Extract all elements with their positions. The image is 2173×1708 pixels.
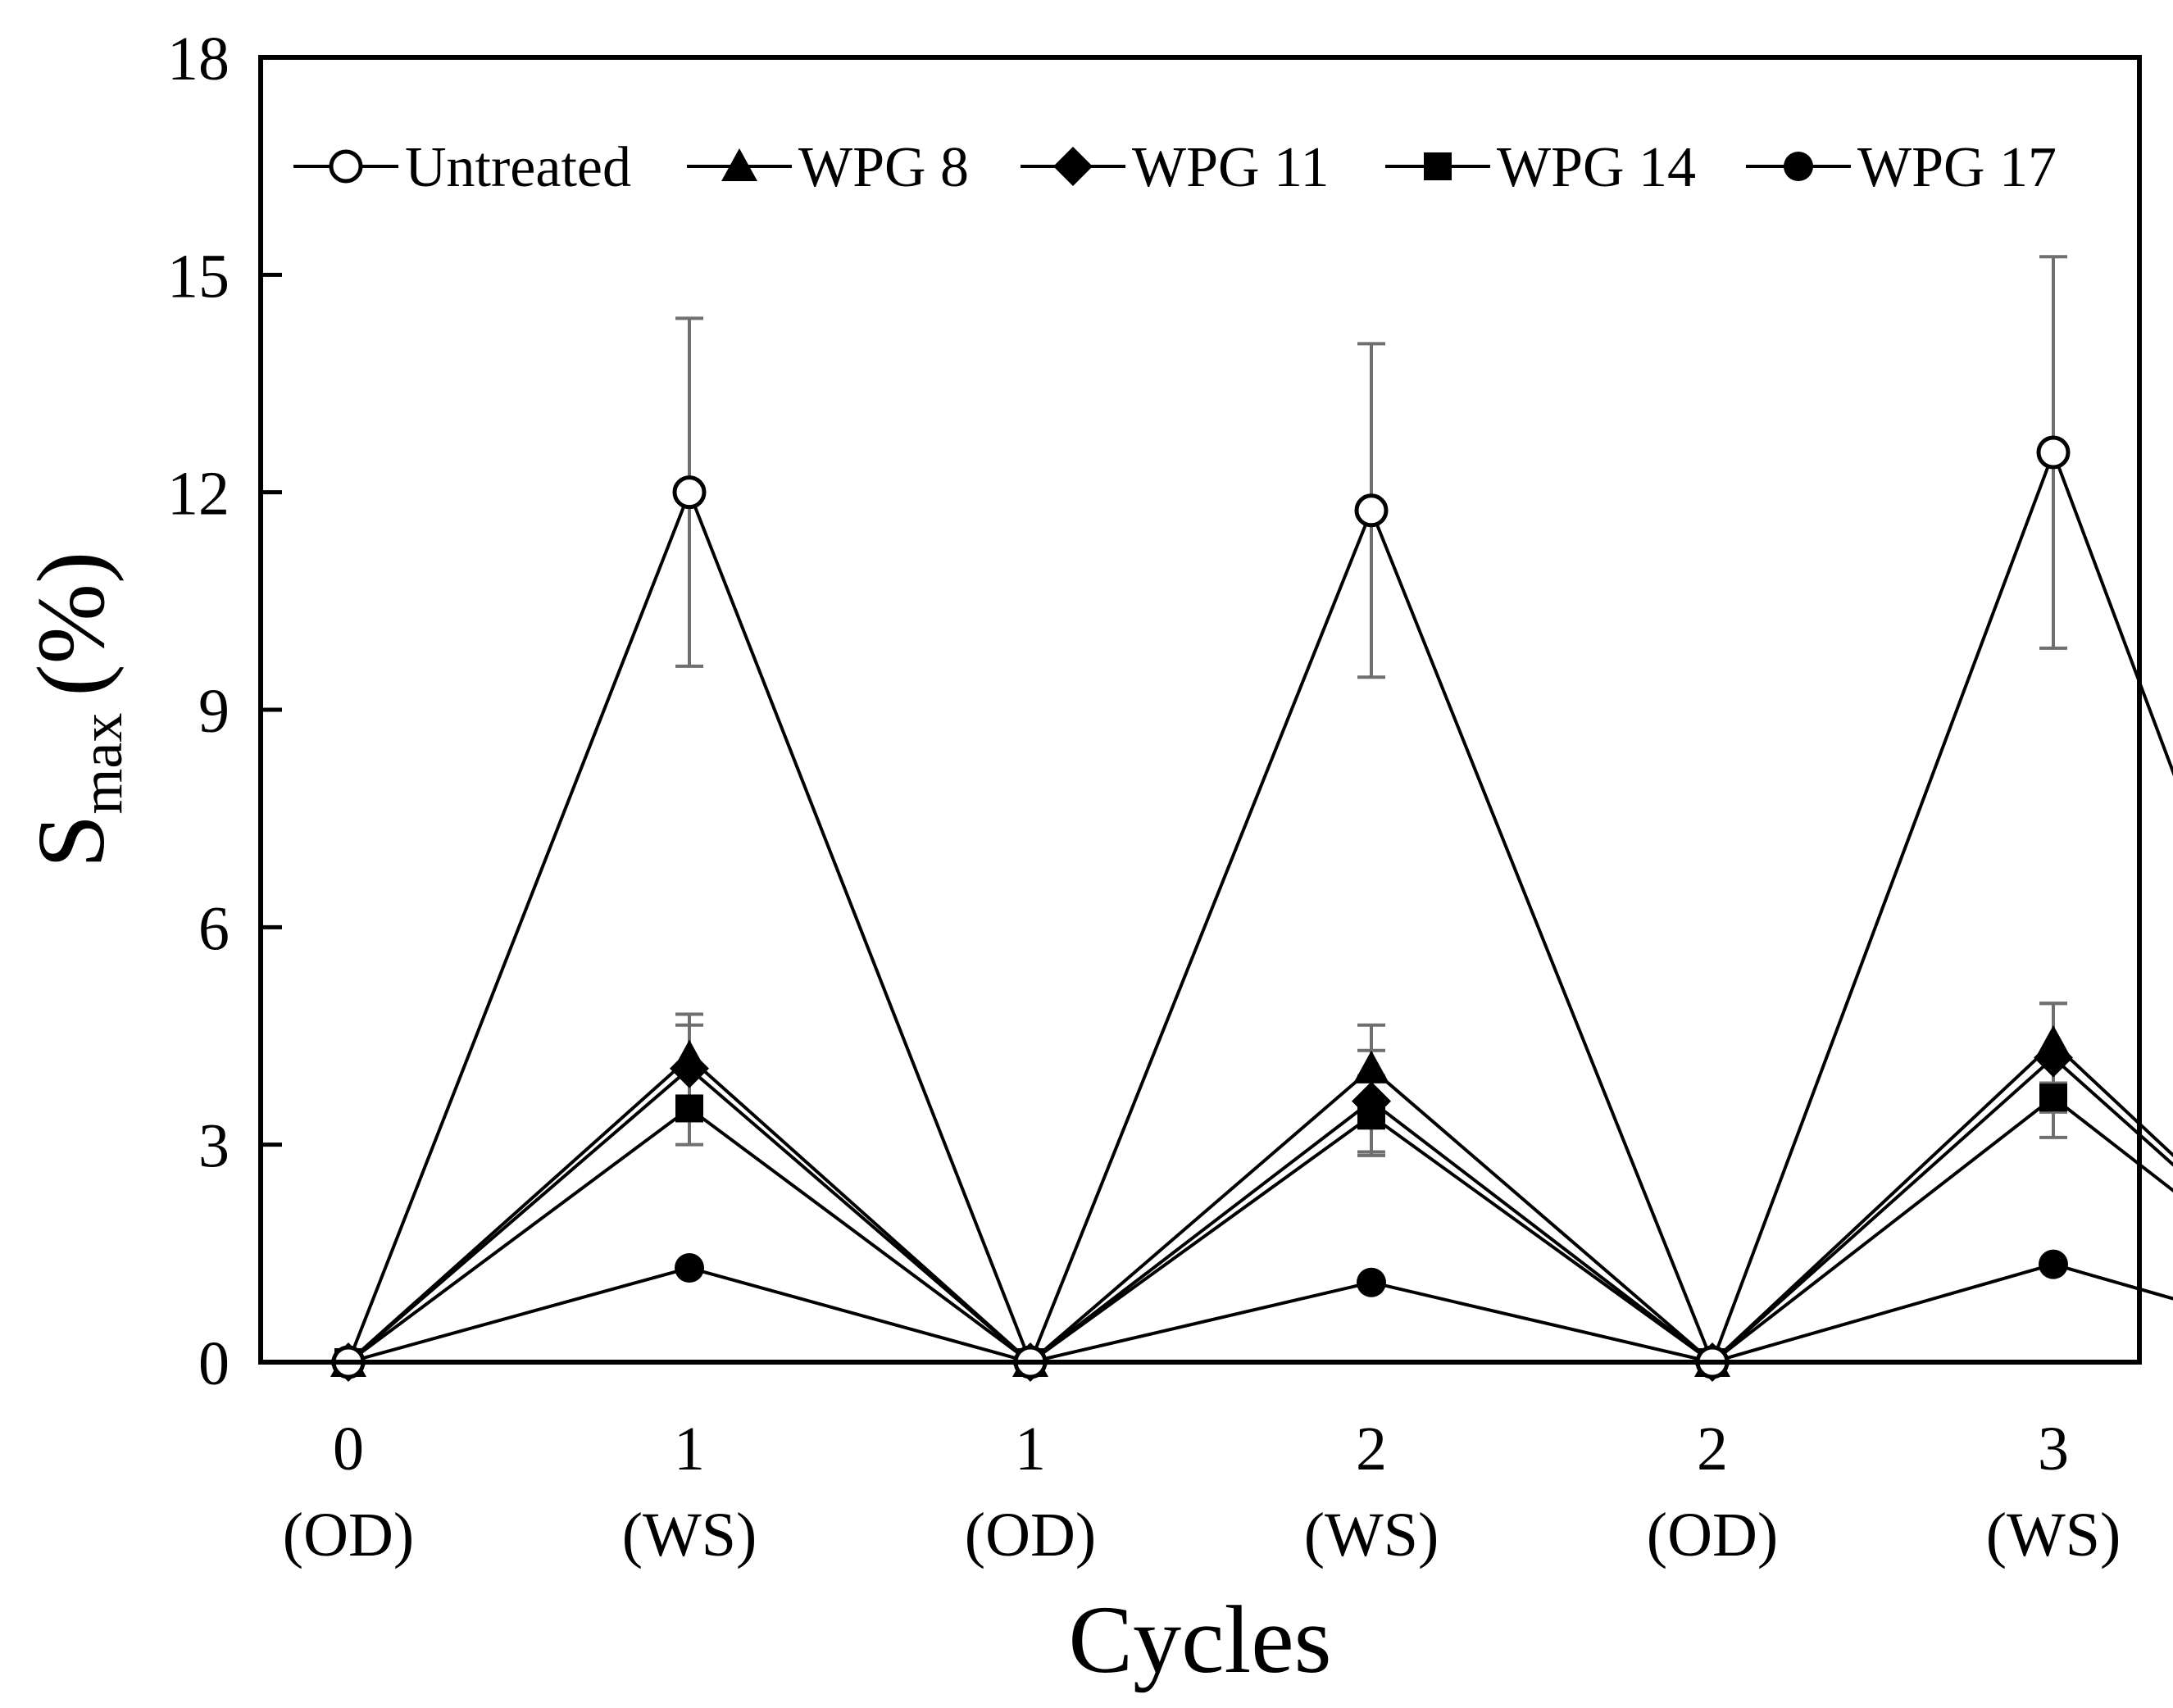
series-lines bbox=[347, 447, 2173, 1367]
legend-marker-3 bbox=[1424, 152, 1452, 180]
point-1-3 bbox=[1353, 1050, 1389, 1083]
y-tick-label-3: 3 bbox=[198, 1112, 230, 1181]
x-tick-number-3: 2 bbox=[1356, 1415, 1387, 1483]
y-tick-label-9: 9 bbox=[198, 677, 230, 746]
y-axis: 0 3 6 9 12 15 18 bbox=[167, 25, 282, 1398]
point-4-3 bbox=[1357, 1267, 1386, 1297]
y-axis-title-subscript: max bbox=[69, 713, 134, 815]
error-bars bbox=[675, 255, 2067, 1157]
x-axis: 0(OD)1(WS)1(OD)2(WS)2(OD)3(WS)3(OD)4(WS)… bbox=[283, 1415, 2121, 1569]
point-3-1 bbox=[675, 1094, 703, 1123]
legend-label-1: WPG 8 bbox=[798, 136, 969, 199]
series-line-2 bbox=[347, 1055, 2173, 1365]
x-tick-number-4: 2 bbox=[1697, 1415, 1728, 1483]
point-0-5 bbox=[2036, 435, 2071, 470]
legend-label-0: Untreated bbox=[405, 136, 631, 199]
legend-label-2: WPG 11 bbox=[1132, 136, 1329, 199]
legend-label-3: WPG 14 bbox=[1497, 136, 1696, 199]
x-tick-state-5: (WS) bbox=[1986, 1501, 2121, 1569]
legend-marker-1 bbox=[721, 148, 757, 182]
point-4-5 bbox=[2039, 1249, 2068, 1279]
x-tick-number-5: 3 bbox=[2038, 1415, 2069, 1483]
y-axis-title-suffix: (%) bbox=[17, 552, 125, 697]
x-tick-state-4: (OD) bbox=[1647, 1501, 1778, 1569]
point-1-1 bbox=[671, 1039, 707, 1073]
point-3-5 bbox=[2039, 1083, 2067, 1112]
x-tick-number-1: 1 bbox=[674, 1415, 705, 1483]
x-axis-title: Cycles bbox=[1068, 1586, 1331, 1693]
point-0-1 bbox=[672, 475, 707, 510]
series-line-4 bbox=[348, 1262, 2173, 1365]
series-line-3 bbox=[347, 1095, 2173, 1365]
legend-marker-2 bbox=[1053, 147, 1093, 186]
point-4-1 bbox=[675, 1253, 704, 1283]
y-tick-label-6: 6 bbox=[198, 894, 230, 963]
x-tick-state-3: (WS) bbox=[1304, 1501, 1439, 1569]
series-line-1 bbox=[347, 1041, 2173, 1365]
series-line-0 bbox=[347, 447, 2173, 1367]
plot-frame bbox=[258, 55, 2142, 1365]
x-tick-state-0: (OD) bbox=[283, 1501, 414, 1569]
y-tick-label-18: 18 bbox=[167, 25, 230, 93]
legend-marker-4 bbox=[1784, 152, 1813, 181]
point-2-3 bbox=[1352, 1081, 1391, 1121]
y-tick-label-0: 0 bbox=[198, 1329, 230, 1398]
x-tick-state-2: (OD) bbox=[965, 1501, 1096, 1569]
legend-label-4: WPG 17 bbox=[1857, 136, 2057, 199]
x-tick-state-1: (WS) bbox=[622, 1501, 757, 1569]
y-axis-title-main: S bbox=[17, 815, 125, 869]
legend: Untreated WPG 8 WPG 11 WPG 14 WPG 17 bbox=[293, 136, 2057, 199]
legend-marker-0 bbox=[329, 149, 363, 184]
point-1-5 bbox=[2035, 1024, 2071, 1058]
series-markers bbox=[329, 435, 2073, 1382]
x-tick-number-2: 1 bbox=[1015, 1415, 1046, 1483]
y-tick-label-12: 12 bbox=[167, 460, 230, 529]
y-axis-title: Smax (%) bbox=[17, 552, 134, 869]
y-tick-label-15: 15 bbox=[167, 242, 230, 311]
point-0-3 bbox=[1354, 493, 1389, 528]
x-tick-number-0: 0 bbox=[333, 1415, 364, 1483]
